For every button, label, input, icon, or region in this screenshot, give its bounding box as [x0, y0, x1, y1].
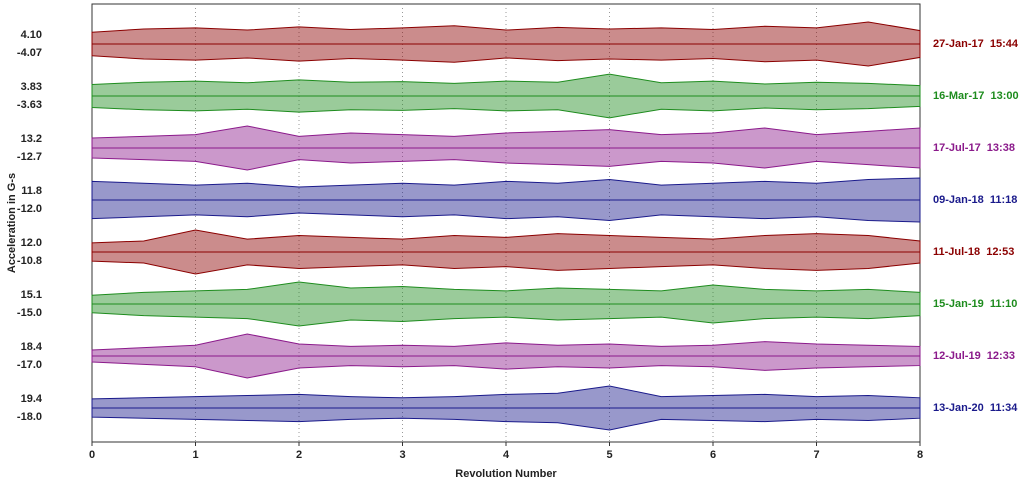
trace-max-label: 12.0 [21, 237, 42, 249]
envelope-upper [91, 73, 921, 97]
envelope-lower [91, 43, 921, 67]
envelope-lower [91, 251, 921, 275]
trace-label: 16-Mar-17 13:00 [933, 90, 1019, 102]
trace-max-label: 4.10 [21, 29, 42, 41]
envelope-upper [91, 281, 921, 305]
x-tick-label: 0 [89, 449, 95, 461]
trace-max-label: 11.8 [21, 185, 42, 197]
trace-max-label: 18.4 [21, 341, 43, 353]
trace-min-label: -3.63 [17, 99, 42, 111]
envelope-upper [91, 229, 921, 253]
y-axis-label: Acceleration in G-s [6, 173, 18, 273]
trace-label: 09-Jan-18 11:18 [933, 194, 1017, 206]
envelope-lower [91, 303, 921, 327]
trace-label: 15-Jan-19 11:10 [933, 298, 1017, 310]
trace-min-label: -4.07 [17, 47, 42, 59]
envelope-lower [91, 355, 921, 379]
envelope-upper [91, 333, 921, 357]
trace-label: 27-Jan-17 15:44 [933, 38, 1019, 50]
trace-max-label: 3.83 [21, 81, 42, 93]
envelope-upper [91, 125, 921, 149]
trace-label: 13-Jan-20 11:34 [933, 402, 1018, 414]
trace-label: 12-Jul-19 12:33 [933, 350, 1015, 362]
trace-label: 17-Jul-17 13:38 [933, 142, 1015, 154]
envelope-lower [91, 95, 921, 119]
envelope-upper [91, 385, 921, 409]
trace-max-label: 15.1 [21, 289, 42, 301]
trace-label: 11-Jul-18 12:53 [933, 246, 1014, 258]
trace-min-label: -10.8 [17, 255, 42, 267]
x-tick-label: 6 [710, 449, 716, 461]
trace-max-label: 13.2 [21, 133, 42, 145]
trace-min-label: -12.7 [17, 151, 42, 163]
x-tick-label: 4 [503, 449, 510, 461]
x-tick-label: 2 [296, 449, 302, 461]
envelope-lower [91, 147, 921, 171]
envelope-lower [91, 199, 921, 223]
trace-min-label: -15.0 [17, 307, 42, 319]
x-tick-label: 3 [399, 449, 405, 461]
trace-max-label: 19.4 [21, 393, 43, 405]
x-tick-label: 5 [606, 449, 612, 461]
trace-min-label: -12.0 [17, 203, 42, 215]
envelope-upper [91, 177, 921, 201]
x-axis-label: Revolution Number [455, 468, 557, 480]
trace-min-label: -17.0 [17, 359, 42, 371]
trace-min-label: -18.0 [17, 411, 42, 423]
x-tick-label: 7 [813, 449, 819, 461]
envelope-upper [91, 21, 921, 45]
envelope-lower [91, 407, 921, 431]
x-tick-label: 1 [192, 449, 198, 461]
x-tick-label: 8 [917, 449, 923, 461]
